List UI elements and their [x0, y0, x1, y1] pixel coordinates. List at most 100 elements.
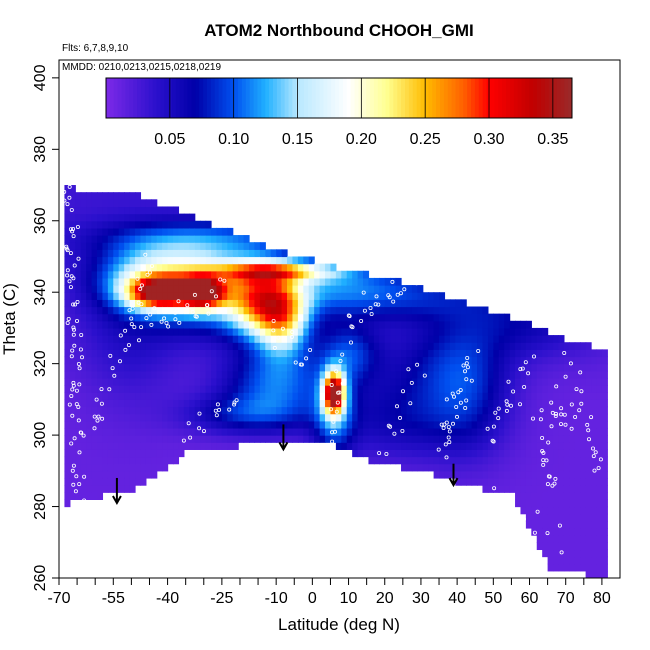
heatmap-cell	[417, 285, 424, 293]
heatmap-cell	[477, 420, 484, 429]
heatmap-cell	[64, 185, 71, 193]
heatmap-cell	[563, 535, 570, 543]
heatmap-cell	[395, 385, 402, 393]
heatmap-cell	[118, 485, 125, 493]
flight-sample-point	[215, 402, 220, 407]
heatmap-cell	[232, 335, 239, 343]
heatmap-cell	[64, 256, 71, 265]
flight-sample-point	[299, 362, 304, 367]
heatmap-cell	[515, 406, 522, 415]
heatmap-cell	[156, 356, 163, 365]
heatmap-cell	[102, 235, 109, 243]
heatmap-cell	[69, 235, 76, 243]
heatmap-cell	[91, 363, 98, 372]
heatmap-cell	[325, 413, 332, 422]
heatmap-cell	[520, 370, 527, 379]
heatmap-cell	[140, 313, 147, 322]
heatmap-cell	[205, 427, 212, 436]
heatmap-cell	[553, 435, 560, 443]
heatmap-cell	[86, 249, 93, 258]
heatmap-cell	[455, 427, 462, 436]
heatmap-cell	[335, 270, 342, 279]
flight-sample-point	[77, 366, 82, 371]
heatmap-cell	[504, 470, 511, 479]
heatmap-cell	[585, 470, 592, 479]
heatmap-cell	[259, 406, 266, 415]
heatmap-cell	[173, 235, 180, 243]
arrow-head	[112, 495, 122, 505]
heatmap-cell	[569, 349, 576, 358]
heatmap-cell	[525, 477, 532, 486]
heatmap-cell	[151, 449, 158, 458]
colorbar-segment	[432, 78, 437, 118]
heatmap-cell	[91, 349, 98, 358]
heatmap-cell	[525, 342, 532, 350]
heatmap-cell	[173, 206, 180, 215]
flight-sample-point	[329, 382, 334, 387]
heatmap-cell	[384, 327, 391, 336]
heatmap-cell	[173, 385, 180, 393]
heatmap-cell	[352, 299, 359, 308]
heatmap-cell	[80, 220, 87, 229]
heatmap-cell	[482, 377, 489, 386]
heatmap-cell	[167, 413, 174, 422]
heatmap-cell	[585, 520, 592, 529]
flight-sample-point	[539, 408, 544, 413]
heatmap-cell	[363, 327, 370, 336]
colorbar-segment	[354, 78, 359, 118]
heatmap-cell	[536, 349, 543, 358]
flight-sample-point	[559, 406, 564, 411]
heatmap-cell	[91, 477, 98, 486]
heatmap-cell	[379, 356, 386, 365]
heatmap-cell	[563, 406, 570, 415]
heatmap-cell	[314, 349, 321, 358]
heatmap-cell	[591, 499, 598, 508]
heatmap-cell	[265, 399, 272, 408]
colorbar-segment	[350, 78, 356, 118]
heatmap-cell	[265, 363, 272, 372]
heatmap-cell	[297, 377, 304, 386]
heatmap-cell	[156, 263, 163, 272]
heatmap-cell	[162, 306, 169, 315]
flight-sample-point	[454, 404, 459, 409]
heatmap-cell	[395, 392, 402, 400]
heatmap-cell	[189, 270, 196, 279]
heatmap-cell	[113, 377, 120, 386]
flight-sample-point	[444, 455, 449, 460]
flight-sample-point	[439, 422, 444, 427]
heatmap-cell	[173, 335, 180, 343]
flight-sample-point	[127, 308, 132, 313]
heatmap-cell	[422, 449, 429, 458]
flight-sample-point	[409, 380, 414, 385]
heatmap-cell	[384, 277, 391, 286]
heatmap-cell	[542, 442, 549, 450]
heatmap-cell	[91, 242, 98, 250]
heatmap-cell	[591, 392, 598, 400]
heatmap-cell	[140, 199, 147, 208]
heatmap-cell	[162, 227, 169, 236]
flight-sample-point	[69, 207, 74, 212]
heatmap-cell	[384, 320, 391, 329]
heatmap-cell	[151, 242, 158, 250]
heatmap-cell	[379, 370, 386, 379]
heatmap-cell	[466, 406, 473, 415]
heatmap-cell	[276, 370, 283, 379]
heatmap-cell	[357, 342, 364, 350]
heatmap-cell	[91, 192, 98, 200]
heatmap-cell	[102, 406, 109, 415]
heatmap-cell	[504, 320, 511, 329]
heatmap-cell	[379, 420, 386, 429]
heatmap-cell	[531, 513, 538, 522]
flight-sample-point	[148, 312, 153, 317]
colorbar-segment	[467, 78, 472, 118]
heatmap-cell	[487, 485, 494, 493]
heatmap-cell	[509, 456, 516, 465]
flight-sample-point	[71, 302, 76, 307]
heatmap-cell	[216, 342, 223, 350]
heatmap-cell	[281, 270, 288, 279]
heatmap-cell	[346, 370, 353, 379]
heatmap-cell	[86, 470, 93, 479]
heatmap-cell	[265, 299, 272, 308]
heatmap-cell	[531, 342, 538, 350]
heatmap-cell	[390, 406, 397, 415]
